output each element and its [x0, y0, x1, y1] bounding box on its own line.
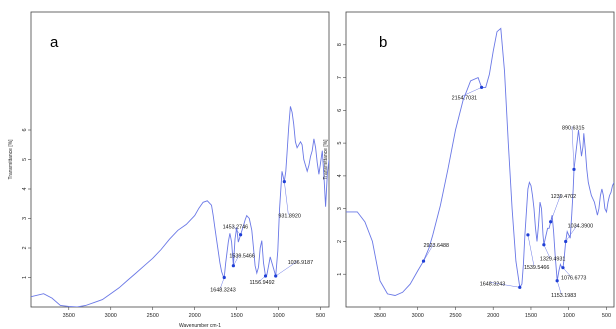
y-tick-label: 3 — [22, 217, 28, 220]
peak-leader — [543, 244, 551, 258]
panel-letter: a — [50, 34, 59, 51]
peak-marker — [518, 285, 522, 289]
y-tick-label: 4 — [22, 187, 28, 190]
peak-leader — [233, 254, 240, 266]
peak-leader — [423, 243, 434, 262]
peak-marker — [526, 233, 530, 237]
peak-label: 2923.6488 — [424, 243, 449, 249]
panel-letter: b — [379, 34, 387, 51]
y-tick-label: 1 — [337, 273, 343, 276]
y-tick-label: 7 — [337, 76, 343, 79]
peak-marker — [564, 239, 568, 244]
peak-label: 1036.9187 — [288, 260, 313, 266]
peak-marker — [572, 167, 576, 171]
x-tick-label: 2000 — [189, 313, 201, 319]
spectrum-line — [31, 106, 329, 307]
y-tick-label: 6 — [337, 109, 343, 112]
peak-label: 2154.7031 — [452, 95, 477, 101]
peak-marker — [231, 264, 235, 268]
peak-marker — [479, 85, 484, 89]
peak-leader — [565, 224, 578, 242]
y-tick-label: 3 — [337, 207, 343, 210]
peak-marker — [263, 274, 268, 278]
peak-label: 1076.6773 — [561, 276, 586, 282]
peak-leader — [550, 194, 561, 222]
x-tick-label: 3000 — [105, 313, 117, 319]
peak-leader — [562, 267, 572, 277]
peak-label: 1156.9492 — [250, 280, 275, 286]
y-tick-label: 5 — [337, 142, 343, 145]
peak-label: 1153.1983 — [551, 293, 576, 299]
peak-label: 1539.5466 — [229, 254, 254, 260]
peak-label: 1329.4931 — [540, 257, 565, 263]
peak-marker — [282, 180, 286, 184]
spectrum-line — [346, 27, 614, 296]
x-tick-label: 1000 — [563, 313, 575, 319]
peak-leader — [489, 282, 520, 288]
peak-label: 1648.3243 — [210, 288, 235, 294]
peak-label: 1034.3900 — [568, 223, 593, 229]
x-axis-label: Wavenumber cm-1 — [179, 323, 221, 329]
y-axis-label: Transmittance [%] — [8, 139, 14, 180]
y-tick-label: 2 — [337, 240, 343, 243]
peak-marker — [421, 259, 426, 263]
plot-frame — [30, 11, 330, 308]
y-tick-label: 8 — [337, 43, 343, 46]
peak-leader — [220, 277, 225, 289]
chart-panel-b: 3500 3000 2500 2000 1500 1000 500 1 2 3 4 5 6 7 8 Trans… — [323, 11, 615, 319]
peak-marker — [239, 233, 243, 237]
peak-label: 931.8920 — [278, 214, 300, 220]
peak-marker — [274, 274, 278, 278]
x-tick-label: 2000 — [487, 313, 499, 319]
x-tick-label: 500 — [602, 313, 611, 319]
y-tick-label: 2 — [22, 246, 28, 249]
x-tick-label: 2500 — [449, 313, 461, 319]
peak-leader — [461, 87, 482, 97]
peak-label: 1453.2746 — [223, 225, 248, 231]
x-tick-label: 500 — [316, 313, 325, 319]
peak-leader — [232, 225, 241, 235]
y-tick-label: 6 — [22, 128, 28, 131]
peak-marker — [561, 266, 565, 270]
y-tick-label: 5 — [22, 158, 28, 161]
y-tick-label: 1 — [22, 276, 28, 279]
x-tick-label: 1500 — [231, 313, 243, 319]
plot-frame — [345, 11, 615, 308]
peak-label: 1648.3243 — [480, 281, 505, 287]
y-axis-label: Transmittance [%] — [323, 139, 329, 180]
peak-leader — [571, 126, 575, 170]
peak-label: 1239.4702 — [551, 194, 576, 200]
peak-leader — [556, 280, 562, 294]
peak-leader — [527, 234, 535, 266]
x-tick-label: 1000 — [273, 313, 285, 319]
peak-marker — [542, 243, 546, 247]
peak-label: 1539.5466 — [524, 265, 549, 271]
peak-marker — [555, 279, 559, 283]
x-tick-label: 3500 — [63, 313, 75, 319]
chart-panel-a: 3500 3000 2500 2000 1500 1000 500 1 2 3 4 5 6 Transmi… — [8, 11, 330, 329]
peak-marker — [222, 275, 226, 280]
peak-label: 890.6315 — [562, 125, 584, 131]
peak-leader — [275, 260, 298, 277]
y-tick-label: 4 — [337, 174, 343, 177]
peak-marker — [549, 220, 553, 224]
x-tick-label: 1500 — [525, 313, 537, 319]
x-tick-label: 3500 — [374, 313, 386, 319]
peak-leader — [284, 181, 289, 215]
x-tick-label: 2500 — [147, 313, 159, 319]
x-tick-label: 3000 — [412, 313, 424, 319]
